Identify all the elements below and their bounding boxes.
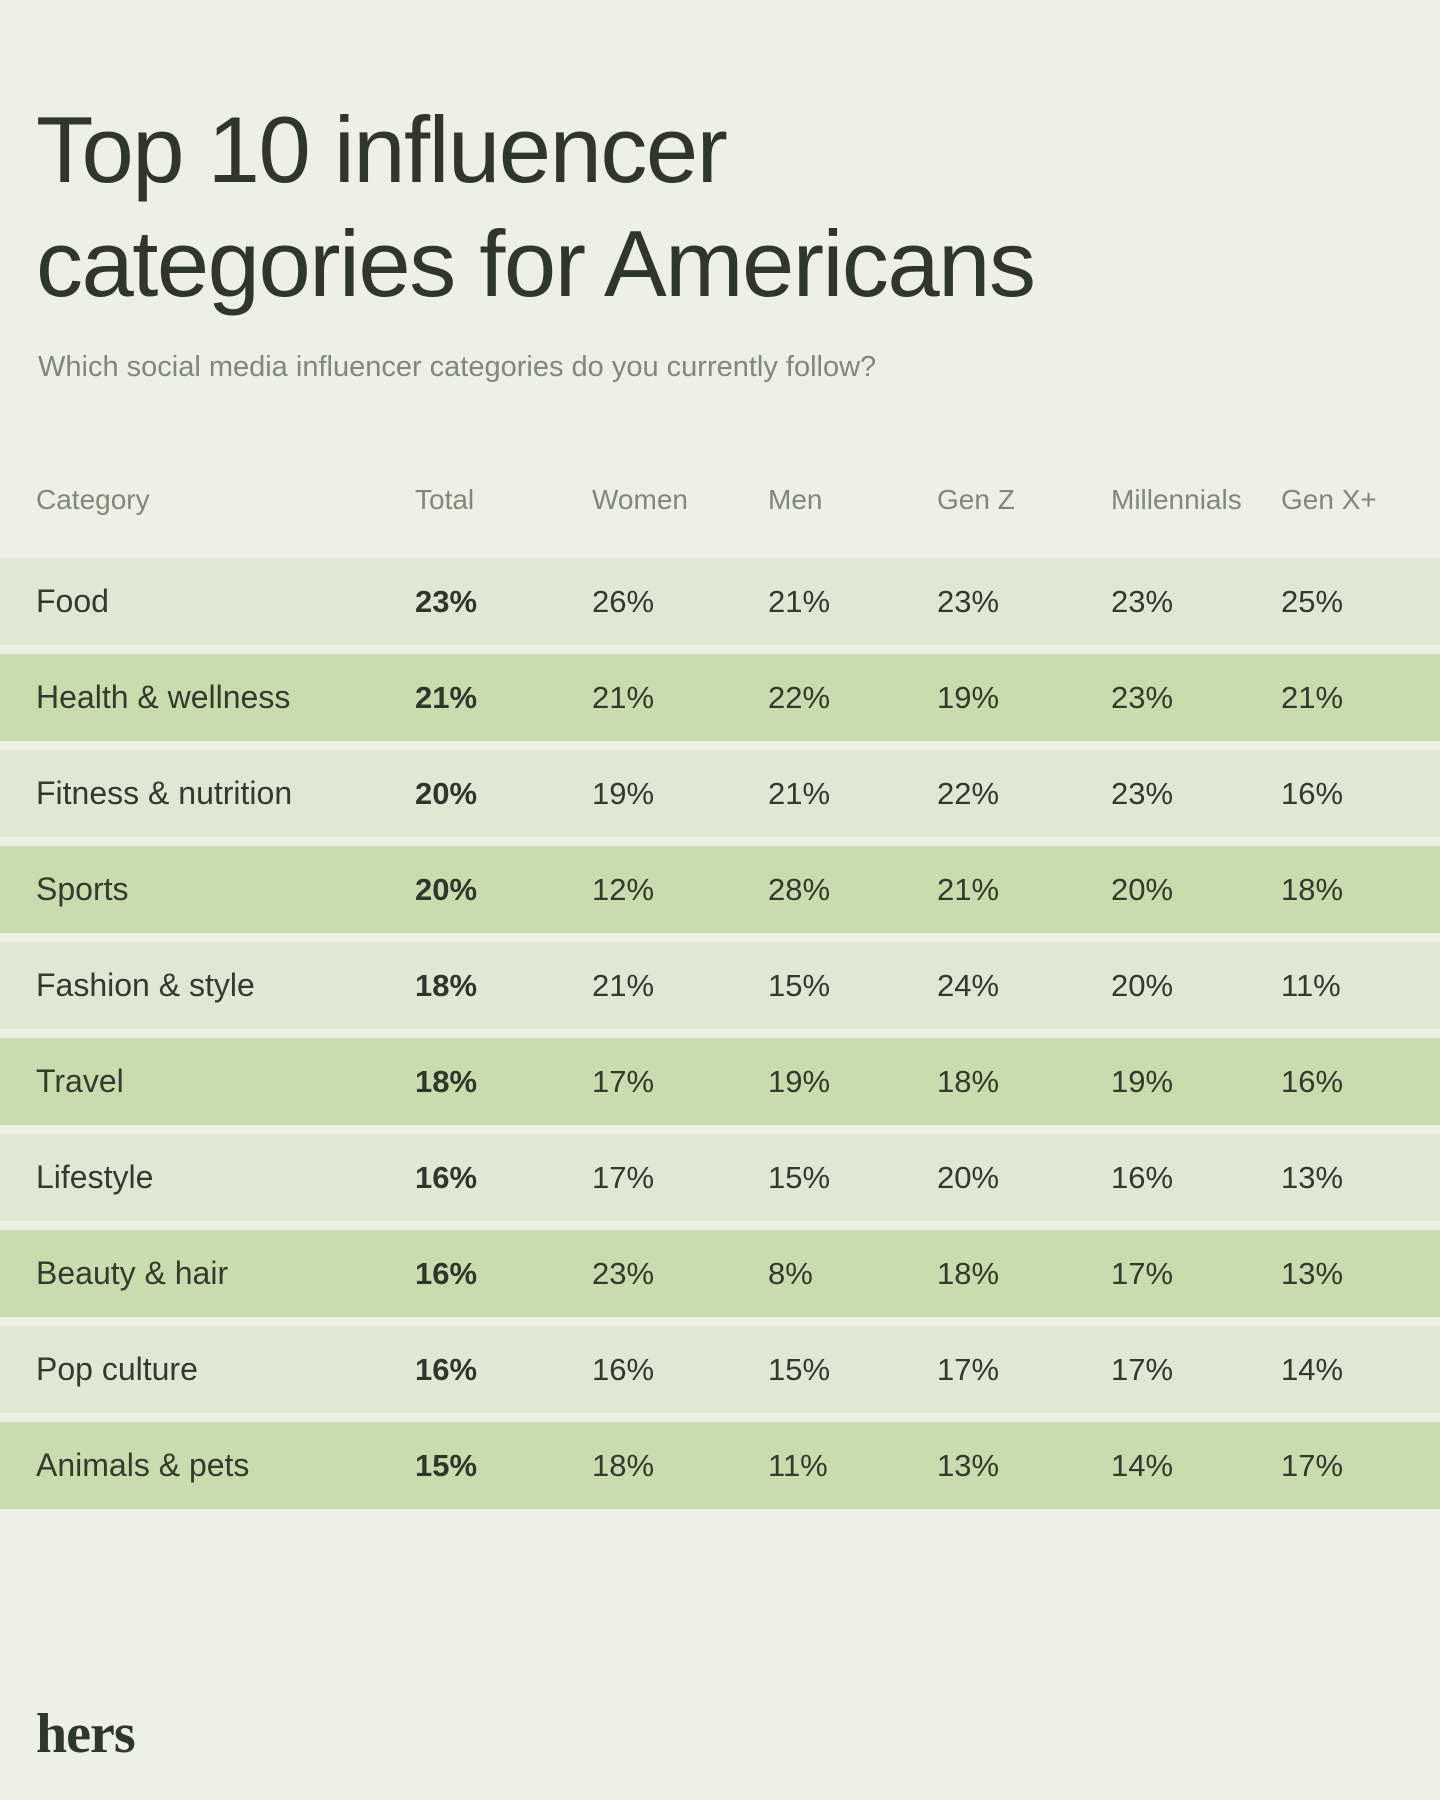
value-cell: 21% — [768, 583, 831, 619]
total-value-cell: 15% — [415, 1447, 478, 1483]
table-row: Fitness & nutrition 20% 19% 21% 22% 23% 16% — [0, 750, 1440, 837]
category-cell: Animals & pets — [36, 1447, 250, 1483]
value-cell: 15% — [768, 1159, 831, 1195]
value-cell: 19% — [937, 679, 1000, 715]
total-value-cell: 21% — [415, 679, 478, 715]
value-cell: 21% — [768, 775, 831, 811]
category-cell: Travel — [36, 1063, 124, 1099]
value-cell: 11% — [768, 1447, 828, 1483]
page-title-line2: categories for Americans — [36, 210, 1036, 316]
value-cell: 17% — [592, 1063, 655, 1099]
value-cell: 20% — [937, 1159, 1000, 1195]
survey-question-subtitle: Which social media influencer categories… — [38, 351, 877, 383]
table-row: Health & wellness 21% 21% 22% 19% 23% 21% — [0, 654, 1440, 741]
hers-brand-logo: hers — [36, 1703, 136, 1765]
page-title-line1: Top 10 influencer — [36, 96, 728, 202]
table-body: Food 23% 26% 21% 23% 23% 25% Health & wellness 2… — [0, 558, 1440, 1509]
column-header-total: Total — [415, 484, 475, 515]
column-header-millennials: Millennials — [1111, 484, 1242, 515]
value-cell: 19% — [592, 775, 655, 811]
value-cell: 18% — [592, 1447, 655, 1483]
table-header-row: Category Total Women Men Gen Z Millennials Gen… — [0, 478, 1440, 522]
column-header-gen-x-: Gen X+ — [1281, 484, 1377, 515]
table-row: Sports 20% 12% 28% 21% 20% 18% — [0, 846, 1440, 933]
column-header-men: Men — [768, 484, 823, 515]
table-row: Food 23% 26% 21% 23% 23% 25% — [0, 558, 1440, 645]
value-cell: 13% — [1281, 1159, 1344, 1195]
table-row: Travel 18% 17% 19% 18% 19% 16% — [0, 1038, 1440, 1125]
value-cell: 22% — [768, 679, 831, 715]
total-value-cell: 18% — [415, 1063, 478, 1099]
total-value-cell: 23% — [415, 583, 478, 619]
value-cell: 23% — [592, 1255, 655, 1291]
total-value-cell: 18% — [415, 967, 478, 1003]
value-cell: 16% — [1111, 1159, 1174, 1195]
value-cell: 19% — [768, 1063, 831, 1099]
category-cell: Pop culture — [36, 1351, 198, 1387]
value-cell: 8% — [768, 1255, 813, 1291]
value-cell: 23% — [1111, 775, 1174, 811]
column-header-women: Women — [592, 484, 688, 515]
value-cell: 11% — [1281, 967, 1341, 1003]
table-row: Pop culture 16% 16% 15% 17% 17% 14% — [0, 1326, 1440, 1413]
value-cell: 28% — [768, 871, 831, 907]
total-value-cell: 20% — [415, 871, 478, 907]
influencer-categories-table: Category Total Women Men Gen Z Millennials Gen… — [0, 478, 1440, 1518]
value-cell: 17% — [1111, 1255, 1174, 1291]
value-cell: 21% — [592, 679, 655, 715]
value-cell: 23% — [1111, 583, 1174, 619]
total-value-cell: 16% — [415, 1159, 478, 1195]
category-cell: Fashion & style — [36, 967, 255, 1003]
value-cell: 13% — [937, 1447, 1000, 1483]
table-row: Fashion & style 18% 21% 15% 24% 20% 11% — [0, 942, 1440, 1029]
value-cell: 16% — [1281, 775, 1344, 811]
value-cell: 15% — [768, 1351, 831, 1387]
value-cell: 24% — [937, 967, 1000, 1003]
value-cell: 25% — [1281, 583, 1344, 619]
value-cell: 21% — [1281, 679, 1344, 715]
value-cell: 17% — [1281, 1447, 1344, 1483]
value-cell: 14% — [1281, 1351, 1344, 1387]
column-header-category: Category — [36, 484, 150, 515]
category-cell: Fitness & nutrition — [36, 775, 293, 811]
value-cell: 13% — [1281, 1255, 1344, 1291]
table-row: Animals & pets 15% 18% 11% 13% 14% 17% — [0, 1422, 1440, 1509]
value-cell: 23% — [937, 583, 1000, 619]
value-cell: 12% — [592, 871, 655, 907]
total-value-cell: 16% — [415, 1351, 478, 1387]
value-cell: 21% — [592, 967, 655, 1003]
value-cell: 20% — [1111, 967, 1174, 1003]
value-cell: 17% — [937, 1351, 1000, 1387]
value-cell: 17% — [1111, 1351, 1174, 1387]
value-cell: 21% — [937, 871, 1000, 907]
value-cell: 17% — [592, 1159, 655, 1195]
value-cell: 18% — [937, 1255, 1000, 1291]
value-cell: 19% — [1111, 1063, 1174, 1099]
category-cell: Health & wellness — [36, 679, 291, 715]
value-cell: 16% — [592, 1351, 655, 1387]
value-cell: 20% — [1111, 871, 1174, 907]
value-cell: 18% — [937, 1063, 1000, 1099]
page-title: Top 10 influencer categories for American… — [36, 93, 1396, 320]
value-cell: 16% — [1281, 1063, 1344, 1099]
value-cell: 22% — [937, 775, 1000, 811]
value-cell: 14% — [1111, 1447, 1174, 1483]
table-row: Beauty & hair 16% 23% 8% 18% 17% 13% — [0, 1230, 1440, 1317]
total-value-cell: 20% — [415, 775, 478, 811]
value-cell: 15% — [768, 967, 831, 1003]
table-row: Lifestyle 16% 17% 15% 20% 16% 13% — [0, 1134, 1440, 1221]
value-cell: 26% — [592, 583, 655, 619]
value-cell: 18% — [1281, 871, 1344, 907]
column-header-gen-z: Gen Z — [937, 484, 1015, 515]
total-value-cell: 16% — [415, 1255, 478, 1291]
category-cell: Sports — [36, 871, 129, 907]
category-cell: Lifestyle — [36, 1159, 154, 1195]
category-cell: Beauty & hair — [36, 1255, 229, 1291]
value-cell: 23% — [1111, 679, 1174, 715]
category-cell: Food — [36, 583, 109, 619]
